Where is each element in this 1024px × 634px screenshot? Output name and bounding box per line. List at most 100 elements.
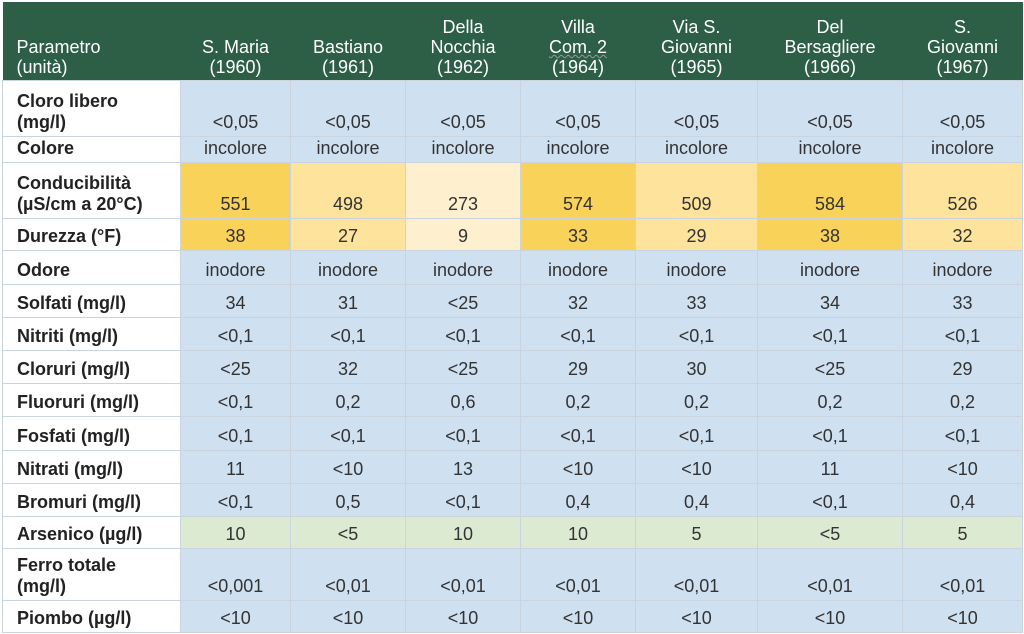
value-cell: 32 <box>520 284 636 318</box>
text-line: Bersagliere <box>784 37 876 57</box>
value-cell: 10 <box>405 516 521 549</box>
value-cell: inodore <box>290 250 406 285</box>
value-cell: <0,05 <box>405 80 521 137</box>
value-cell: 0,6 <box>405 383 521 417</box>
value-cell: 5 <box>902 516 1023 549</box>
table-row: Piombo (µg/l) <10 <10 <10 <10 <10 <10 <10 <box>2 600 1023 633</box>
value-cell: 0,5 <box>290 483 406 517</box>
row-label: Solfati (mg/l) <box>2 284 181 318</box>
value-cell: <10 <box>635 600 758 633</box>
table-row: Odore inodore inodore inodore inodore inodore… <box>2 250 1023 285</box>
value-cell: <25 <box>405 350 521 384</box>
value-cell: <0,1 <box>405 317 521 351</box>
value-cell: 584 <box>757 162 903 219</box>
value-cell: 29 <box>902 350 1023 384</box>
value-cell: 32 <box>290 350 406 384</box>
value-cell: <0,01 <box>290 548 406 601</box>
header-site: S. Giovanni (1967) <box>902 2 1023 81</box>
text-line: Solfati (mg/l) <box>17 293 126 313</box>
value-cell: 34 <box>180 284 291 318</box>
header-site: Del Bersagliere (1966) <box>757 2 903 81</box>
value-cell: <0,1 <box>757 317 903 351</box>
value-cell: 0,4 <box>902 483 1023 517</box>
value-cell: 31 <box>290 284 406 318</box>
value-cell: 29 <box>635 218 758 251</box>
value-cell: incolore <box>757 136 903 163</box>
value-cell: <0,01 <box>520 548 636 601</box>
text-line: (1961) <box>321 57 375 77</box>
value-cell: inodore <box>520 250 636 285</box>
value-cell: <0,001 <box>180 548 291 601</box>
text-line: (mg/l) <box>17 576 66 596</box>
row-label: Odore <box>2 250 181 285</box>
value-cell: 0,2 <box>902 383 1023 417</box>
text-line: (1964) <box>551 57 605 77</box>
value-cell: 30 <box>635 350 758 384</box>
text-line: Giovanni <box>926 37 999 57</box>
value-cell: incolore <box>902 136 1023 163</box>
value-cell: 38 <box>180 218 291 251</box>
value-cell: <0,1 <box>635 317 758 351</box>
text-line: Via S. <box>672 17 721 37</box>
value-cell: 574 <box>520 162 636 219</box>
text-line: Villa <box>561 17 595 37</box>
text-line: Nocchia <box>430 37 496 57</box>
value-cell: 33 <box>635 284 758 318</box>
value-cell: <0,1 <box>180 383 291 417</box>
value-cell: <0,05 <box>290 80 406 137</box>
text-line: (1962) <box>436 57 490 77</box>
row-label: Fluoruri (mg/l) <box>2 383 181 417</box>
value-cell: <0,01 <box>635 548 758 601</box>
value-cell: 0,2 <box>757 383 903 417</box>
header-site: Della Nocchia (1962) <box>405 2 521 81</box>
text-line: Della <box>442 17 484 37</box>
value-cell: 11 <box>757 450 903 484</box>
value-cell: incolore <box>180 136 291 163</box>
value-cell: 10 <box>520 516 636 549</box>
row-label: Nitrati (mg/l) <box>2 450 181 484</box>
value-cell: 27 <box>290 218 406 251</box>
value-cell: 5 <box>635 516 758 549</box>
value-cell: 0,2 <box>290 383 406 417</box>
header-site: S. Maria (1960) <box>180 2 291 81</box>
value-cell: <0,1 <box>290 416 406 451</box>
value-cell: <0,1 <box>405 416 521 451</box>
value-cell: 33 <box>520 218 636 251</box>
text-line: Ferro totale <box>17 555 117 575</box>
value-cell: <0,01 <box>757 548 903 601</box>
value-cell: <0,05 <box>902 80 1023 137</box>
row-label: Colore <box>2 136 181 163</box>
value-cell: 10 <box>180 516 291 549</box>
value-cell: incolore <box>405 136 521 163</box>
value-cell: 33 <box>902 284 1023 318</box>
value-cell: 0,2 <box>520 383 636 417</box>
value-cell: <0,1 <box>902 317 1023 351</box>
value-cell: <0,1 <box>902 416 1023 451</box>
text-line: Nitrati (mg/l) <box>17 459 123 479</box>
text-line: (1966) <box>803 57 857 77</box>
value-cell: <10 <box>757 600 903 633</box>
value-cell: <0,05 <box>757 80 903 137</box>
value-cell: <0,05 <box>180 80 291 137</box>
value-cell: 526 <box>902 162 1023 219</box>
value-cell: inodore <box>757 250 903 285</box>
value-cell: <0,1 <box>405 483 521 517</box>
value-cell: <10 <box>902 600 1023 633</box>
table-row: Nitriti (mg/l) <0,1 <0,1 <0,1 <0,1 <0,1 <0,1 <0… <box>2 317 1023 351</box>
value-cell: <25 <box>405 284 521 318</box>
value-cell: <0,05 <box>520 80 636 137</box>
value-cell: incolore <box>520 136 636 163</box>
table-row: Solfati (mg/l) 34 31 <25 32 33 34 33 <box>2 284 1023 318</box>
value-cell: <10 <box>290 600 406 633</box>
value-cell: 34 <box>757 284 903 318</box>
value-cell: inodore <box>635 250 758 285</box>
value-cell: 0,2 <box>635 383 758 417</box>
text-line: Giovanni <box>660 37 733 57</box>
value-cell: <0,01 <box>902 548 1023 601</box>
value-cell: 273 <box>405 162 521 219</box>
row-label: Piombo (µg/l) <box>2 600 181 633</box>
text-line: S. Maria <box>201 37 270 57</box>
text-line: Arsenico (µg/l) <box>17 524 143 544</box>
value-cell: 29 <box>520 350 636 384</box>
